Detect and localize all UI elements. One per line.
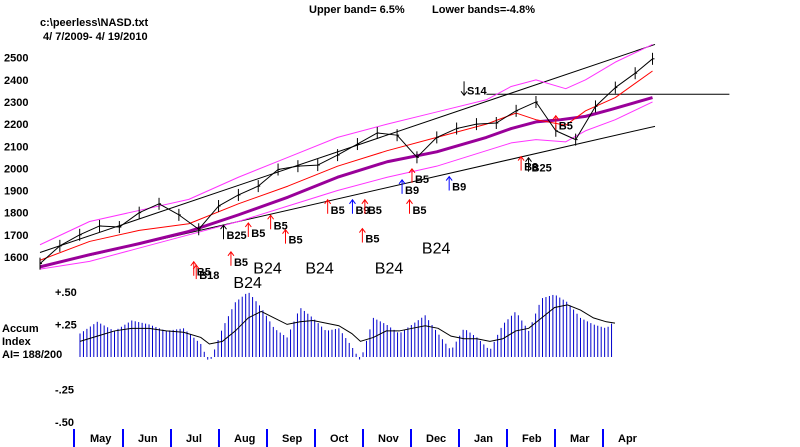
buy-signal-label: B5 [559, 121, 573, 133]
lower-band-label: Lower bands=-4.8% [432, 4, 535, 16]
month-label: Jul [186, 433, 202, 445]
accum-ma-line [79, 304, 616, 345]
buy-signal-label: B5 [197, 267, 211, 279]
buy-signal-label: B25 [227, 230, 247, 242]
buy-arrow-head [398, 179, 406, 185]
long-ma-line [39, 96, 653, 269]
buy-signal-label: B9 [452, 182, 466, 194]
b24-annotation: B24 [375, 261, 404, 278]
buy-arrow-head [552, 114, 560, 120]
buy-signal-label: B18 [199, 270, 219, 282]
file-name: c:\peerless\NASD.txt [40, 17, 149, 29]
b24-annotation: B24 [233, 275, 262, 292]
buy-arrow-head [445, 175, 453, 181]
buy-signal-label: B5 [274, 220, 288, 232]
buy-arrow-head [349, 198, 356, 205]
buy-signal-label: B9 [355, 205, 369, 217]
month-label: Oct [330, 433, 349, 445]
price-y-axis: 2500 2400 2300 2200 2100 2000 1900 1800 1700 1600 [4, 53, 28, 264]
buy-signal-label: B8 [524, 162, 538, 174]
y-tick-label: 2200 [4, 119, 28, 131]
accum-tick-label: +.50 [55, 287, 77, 299]
buy-arrow-head [190, 260, 198, 267]
y-tick-label: 1600 [4, 252, 28, 264]
ai-label: AI= 188/200 [2, 349, 62, 361]
y-tick-label: 2500 [4, 53, 28, 65]
month-label: Dec [426, 433, 446, 445]
y-tick-label: 1700 [4, 230, 28, 242]
buy-arrow-head [408, 167, 416, 174]
month-label: Jan [474, 433, 493, 445]
upper-band-label: Upper band= 6.5% [309, 4, 405, 16]
buy-signal-label: B5 [331, 205, 345, 217]
sell-arrow-head [460, 91, 468, 97]
buy-arrow-head [324, 198, 332, 205]
month-label: Nov [378, 433, 400, 445]
date-range: 4/ 7/2009- 4/ 19/2010 [43, 31, 148, 43]
buy-arrow-head [361, 198, 369, 205]
buy-arrow-head [282, 228, 289, 234]
buy-signal-label: B5 [415, 174, 429, 186]
y-tick-label: 1800 [4, 208, 28, 220]
month-label: Apr [618, 433, 638, 445]
buy-arrow-head [220, 224, 227, 230]
b24-annotation: B24 [422, 241, 451, 258]
buy-arrow-head [192, 264, 200, 270]
buy-arrow-head [227, 250, 235, 257]
y-tick-label: 1900 [4, 186, 28, 198]
accum-tick-label: +.25 [55, 319, 77, 331]
y-tick-label: 2300 [4, 97, 28, 109]
month-label: Sep [282, 433, 302, 445]
buy-signal-label: B9 [405, 185, 419, 197]
y-tick-label: 2100 [4, 141, 28, 153]
month-label: Jun [138, 433, 158, 445]
b24-annotation: B24 [253, 261, 282, 278]
month-label: Mar [570, 433, 590, 445]
month-axis: May Jun Jul Aug Sep Oct Nov Dec Jan Feb Mar Apr [73, 429, 638, 447]
price-line [39, 58, 653, 264]
buy-signal-label: B25 [532, 163, 552, 175]
accum-tick-label: -.25 [55, 385, 74, 397]
y-tick-label: 2400 [4, 75, 28, 87]
accum-label: Accum [2, 323, 39, 335]
buy-signal-label: B5 [365, 234, 379, 246]
buy-arrow-head [267, 214, 275, 220]
accum-tick-label: -.50 [55, 417, 74, 429]
upper-channel-line [39, 43, 656, 253]
buy-arrow-head [525, 156, 532, 163]
b24-annotation: B24 [305, 261, 334, 278]
buy-signal-label: B5 [251, 228, 265, 240]
accum-y-axis: +.50 +.25 -.25 -.50 [55, 287, 77, 429]
short-ma-line [39, 70, 653, 261]
accum-plot [79, 292, 616, 360]
buy-arrow-head [517, 155, 525, 161]
buy-arrow-head [406, 198, 413, 205]
buy-signal-label: B5 [368, 205, 382, 217]
buy-arrow-head [244, 222, 252, 228]
index-label: Index [2, 336, 32, 348]
buy-signal-label: B5 [412, 205, 426, 217]
buy-signal-label: B5 [289, 235, 303, 247]
buy-signal-label: B5 [234, 257, 248, 269]
month-label: May [90, 433, 112, 445]
sell-signal-label: S14 [467, 85, 487, 97]
y-tick-label: 2000 [4, 163, 28, 175]
month-label: Feb [522, 433, 542, 445]
month-label: Aug [234, 433, 255, 445]
upper-band-line [39, 43, 653, 246]
buy-arrow-head [358, 227, 366, 233]
